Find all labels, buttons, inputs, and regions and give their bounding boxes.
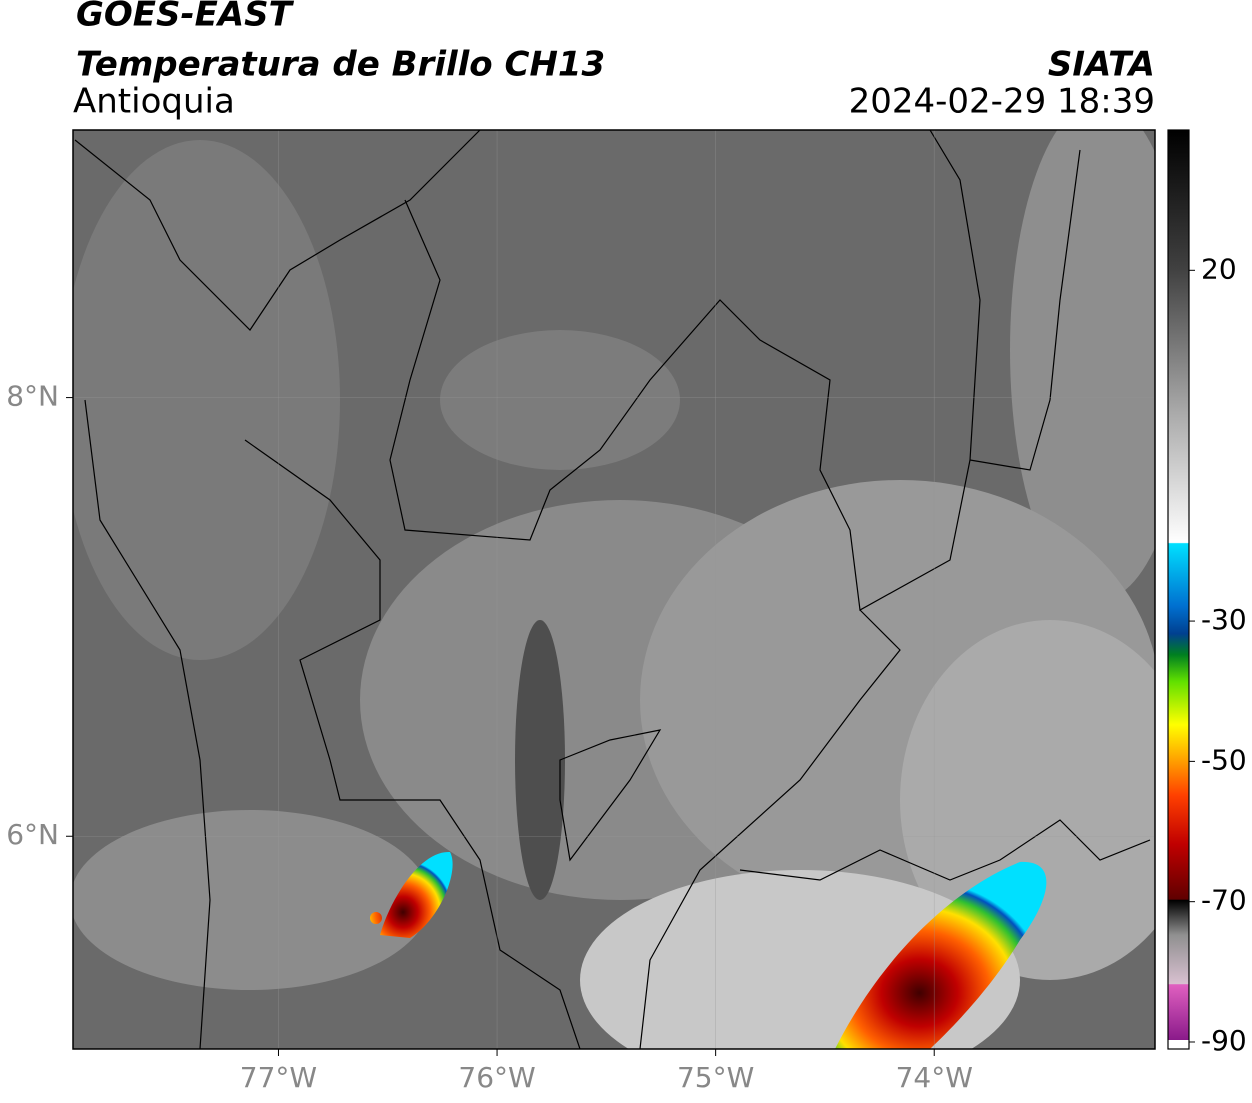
source: SIATA bbox=[1048, 45, 1155, 85]
colorbar-tick-label: -50 bbox=[1201, 743, 1247, 776]
y-tick-label: 6°N bbox=[6, 818, 59, 851]
colorbar-tick-label: 20 bbox=[1201, 252, 1237, 285]
grid bbox=[73, 130, 1155, 1049]
x-tick-label: 77°W bbox=[240, 1061, 317, 1094]
subtitle: Temperatura de Brillo CH13 bbox=[76, 45, 605, 85]
colorbar-tick-label: -70 bbox=[1201, 884, 1247, 917]
satellite-image bbox=[73, 130, 1155, 1049]
region: Antioquia bbox=[73, 82, 235, 122]
x-tick-label: 74°W bbox=[896, 1061, 973, 1094]
timestamp: 2024-02-29 18:39 bbox=[849, 82, 1155, 122]
y-tick-label: 8°N bbox=[6, 380, 59, 413]
x-tick-label: 75°W bbox=[677, 1061, 754, 1094]
title: GOES-EAST bbox=[76, 0, 295, 35]
colorbar-tick-label: -90 bbox=[1201, 1024, 1247, 1057]
x-tick-label: 76°W bbox=[458, 1061, 535, 1094]
map-frame bbox=[72, 129, 1156, 1050]
colorbar bbox=[1167, 129, 1190, 1050]
colorbar-tick-label: -30 bbox=[1201, 603, 1247, 636]
